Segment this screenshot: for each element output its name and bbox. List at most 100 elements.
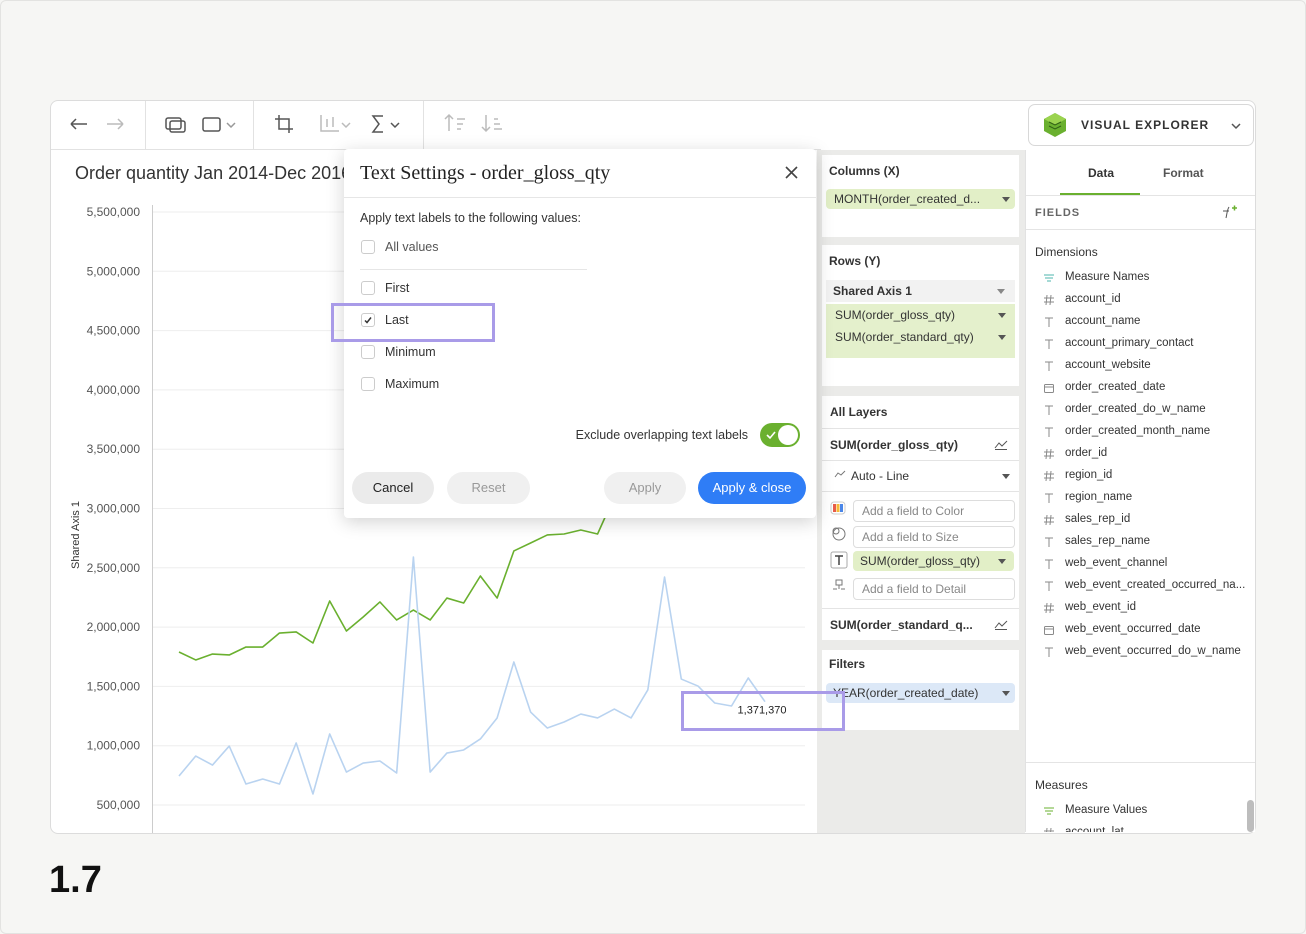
field-icon: [1043, 381, 1055, 393]
data-label: 1,371,370: [738, 705, 787, 717]
field-item[interactable]: web_event_created_occurred_na...: [1065, 579, 1246, 591]
filters-shelf: Filters YEAR(order_created_date): [822, 650, 1019, 730]
checkbox[interactable]: [361, 313, 375, 327]
field-icon: [1043, 337, 1055, 349]
y-tick-label: 3,000,000: [87, 502, 141, 516]
pill-label: SUM(order_gloss_qty): [860, 554, 981, 568]
option-label: First: [385, 281, 410, 295]
field-icon: [1043, 359, 1055, 371]
checkbox[interactable]: [361, 377, 375, 391]
option-label: All values: [385, 240, 439, 254]
chart-title: Order quantity Jan 2014-Dec 2016: [75, 163, 351, 183]
brand-logo: [1044, 113, 1066, 137]
tab[interactable]: Data: [1088, 166, 1115, 180]
series-line: [178, 556, 766, 795]
field-item[interactable]: account_primary_contact: [1065, 337, 1194, 349]
y-tick-label: 1,500,000: [87, 679, 141, 693]
shelf-title: All Layers: [830, 405, 888, 419]
field-icon: [1043, 315, 1055, 327]
encoding-input[interactable]: Add a field to Color: [853, 500, 1015, 522]
close-button[interactable]: [785, 166, 798, 179]
pill[interactable]: YEAR(order_created_date): [826, 683, 1015, 703]
axis-label: Shared Axis 1: [833, 284, 912, 298]
encoding-input[interactable]: Add a field to Detail: [853, 578, 1015, 600]
y-tick-label: 2,000,000: [87, 620, 141, 634]
option-label: Last: [385, 313, 409, 327]
field-item[interactable]: account_lat: [1065, 826, 1124, 832]
field-icon: [1043, 557, 1055, 569]
y-tick-label: 5,000,000: [87, 264, 141, 278]
field-item[interactable]: order_created_do_w_name: [1065, 403, 1206, 415]
option-label: Minimum: [385, 345, 436, 359]
checkbox[interactable]: [361, 345, 375, 359]
axis-row[interactable]: Shared Axis 1: [826, 280, 1015, 302]
toggle-label: Exclude overlapping text labels: [575, 428, 748, 442]
field-item[interactable]: web_event_channel: [1065, 557, 1168, 569]
fields-heading: FIELDS: [1035, 207, 1081, 219]
apply-button[interactable]: Apply: [604, 472, 686, 504]
encoding-placeholder: Add a field to Detail: [862, 582, 967, 596]
field-icon: [1043, 826, 1055, 832]
field-item[interactable]: sales_rep_id: [1065, 513, 1131, 525]
field-icon: [1043, 425, 1055, 437]
field-item[interactable]: order_id: [1065, 447, 1108, 459]
shelf-title: Filters: [829, 657, 866, 671]
chevron: [1231, 123, 1241, 130]
cancel-button[interactable]: Cancel: [352, 472, 434, 504]
rows-shelf: Rows (Y) Shared Axis 1 SUM(order_gloss_q…: [822, 245, 1019, 386]
field-icon: [1043, 469, 1055, 482]
pill-label: YEAR(order_created_date): [833, 686, 979, 700]
checkbox[interactable]: [361, 240, 375, 254]
field-item[interactable]: web_event_occurred_do_w_name: [1065, 645, 1241, 657]
encoding-placeholder: Add a field to Size: [862, 530, 959, 544]
mark-type[interactable]: Auto - Line: [851, 469, 910, 483]
brand-dropdown[interactable]: VISUAL EXPLORER: [1028, 104, 1254, 146]
pill-label[interactable]: SUM(order_standard_qty): [835, 330, 974, 344]
toggle[interactable]: [760, 423, 800, 447]
field-item[interactable]: account_id: [1065, 293, 1121, 305]
section-label: Dimensions: [1035, 245, 1098, 259]
option-label: Maximum: [385, 377, 440, 391]
field-item[interactable]: order_created_date: [1065, 381, 1166, 393]
tab[interactable]: Format: [1163, 166, 1204, 180]
columns-shelf: Columns (X) MONTH(order_created_d...: [822, 155, 1019, 237]
field-icon: [1043, 535, 1055, 547]
fields-panel: Data Format FIELDS Dimensions Measures M…: [1025, 150, 1255, 832]
field-item[interactable]: Measure Values: [1065, 804, 1148, 816]
shelf-title: Rows (Y): [829, 254, 881, 268]
field-item[interactable]: web_event_occurred_date: [1065, 623, 1201, 635]
encoding-input[interactable]: Add a field to Size: [853, 526, 1015, 548]
field-item[interactable]: region_name: [1065, 491, 1133, 503]
field-item[interactable]: account_website: [1065, 359, 1151, 371]
y-tick-label: 4,000,000: [87, 383, 141, 397]
formula-icon[interactable]: [1218, 204, 1238, 220]
field-item[interactable]: Measure Names: [1065, 271, 1150, 283]
field-icon: [1043, 579, 1055, 591]
layers-shelf: All Layers SUM(order_gloss_qty) Auto - L…: [822, 396, 1019, 640]
y-tick-label: 4,500,000: [87, 324, 141, 338]
shelves-panel: Columns (X) MONTH(order_created_d... Row…: [817, 150, 1025, 833]
field-icon: [1043, 403, 1055, 415]
encoding-placeholder: Add a field to Color: [862, 504, 965, 518]
pill-label[interactable]: SUM(order_gloss_qty): [835, 308, 956, 322]
field-icon: [1043, 271, 1055, 283]
field-icon: [1043, 447, 1055, 460]
dialog-prompt: Apply text labels to the following value…: [360, 211, 581, 225]
pill[interactable]: SUM(order_gloss_qty): [853, 551, 1014, 571]
field-icon: [1043, 804, 1055, 816]
checkbox[interactable]: [361, 281, 375, 295]
reset-button[interactable]: Reset: [447, 472, 530, 504]
field-icon: [1043, 293, 1055, 306]
layer-name[interactable]: SUM(order_standard_q...: [830, 618, 973, 632]
field-item[interactable]: order_created_month_name: [1065, 425, 1211, 437]
version-label: 1.7: [49, 859, 102, 901]
pill-label: MONTH(order_created_d...: [834, 192, 981, 206]
field-item[interactable]: region_id: [1065, 469, 1113, 481]
field-item[interactable]: sales_rep_name: [1065, 535, 1151, 547]
field-item[interactable]: web_event_id: [1065, 601, 1136, 613]
pill[interactable]: MONTH(order_created_d...: [826, 189, 1015, 209]
field-icon: [1043, 601, 1055, 614]
field-item[interactable]: account_name: [1065, 315, 1141, 327]
apply-close-button[interactable]: Apply & close: [698, 472, 806, 504]
layer-name[interactable]: SUM(order_gloss_qty): [830, 438, 959, 452]
